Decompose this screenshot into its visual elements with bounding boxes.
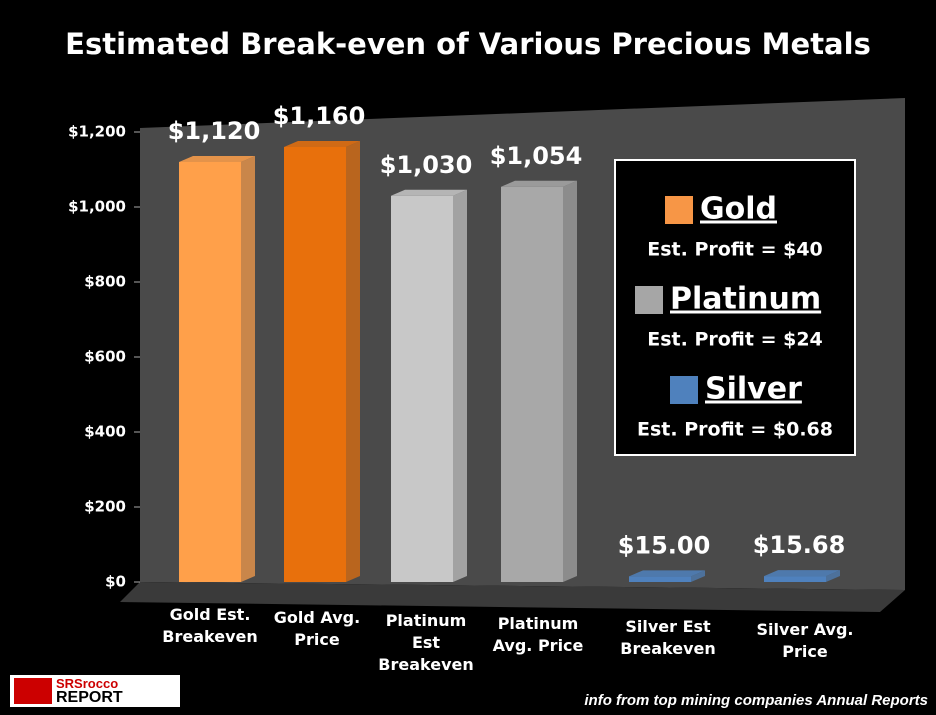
y-tick-label: $200 [84,498,126,516]
bar-top [764,570,840,577]
source: info from top mining companies Annual Re… [584,692,928,709]
chart-title: Estimated Break-even of Various Precious… [65,27,871,61]
value-label: $15.68 [753,531,846,559]
bar-top [501,180,577,187]
bar-side [691,570,705,582]
bar [629,576,691,582]
bar [284,147,346,582]
bar-side [241,156,255,582]
legend-note: Est. Profit = $24 [647,329,823,351]
legend-note: Est. Profit = $40 [647,239,823,261]
logo-flag [14,678,52,704]
legend-swatch [670,376,698,404]
x-tick-label: Gold Avg. Price [273,608,361,649]
value-label: $1,030 [380,151,473,179]
legend-swatch [635,286,663,314]
bar-top [284,141,360,147]
x-tick-label: Silver Avg. Price [756,620,854,661]
y-tick-label: $1,200 [68,123,126,141]
bar [764,576,826,582]
value-label: $1,120 [168,117,261,145]
legend-name: Silver [705,372,802,407]
x-tick-label: Platinum Avg. Price [492,614,584,655]
x-tick-label: Gold Est. Breakeven [162,605,258,646]
legend-note: Est. Profit = $0.68 [637,419,833,441]
bar-top [629,570,705,577]
bar-top [179,156,255,162]
y-tick-label: $800 [84,273,126,291]
value-label: $15.00 [618,531,711,559]
logo: SRSrocco REPORT [10,675,180,707]
legend-swatch [665,196,693,224]
x-tick-label: Silver Est Breakeven [620,617,716,658]
y-tick-label: $0 [105,573,126,591]
bar [501,186,563,582]
bar-side [826,570,840,582]
bar-top [391,189,467,196]
bar-side [346,141,360,582]
bar-side [563,180,577,582]
logo-line: SRSrocco [56,676,119,691]
plot-floor [120,582,905,612]
bar-side [453,189,467,582]
y-tick-label: $400 [84,423,126,441]
value-label: $1,160 [273,102,366,130]
logo-line: REPORT [56,689,123,706]
legend-name: Platinum [670,282,821,317]
y-tick-label: $1,000 [68,198,126,216]
logo-text: SRSrocco REPORT [56,676,123,706]
bar [391,195,453,582]
value-label: $1,054 [490,142,583,170]
x-tick-label: Platinum Est Breakeven [378,611,474,674]
bar [179,162,241,582]
y-tick-label: $600 [84,348,126,366]
legend-name: Gold [700,192,777,227]
